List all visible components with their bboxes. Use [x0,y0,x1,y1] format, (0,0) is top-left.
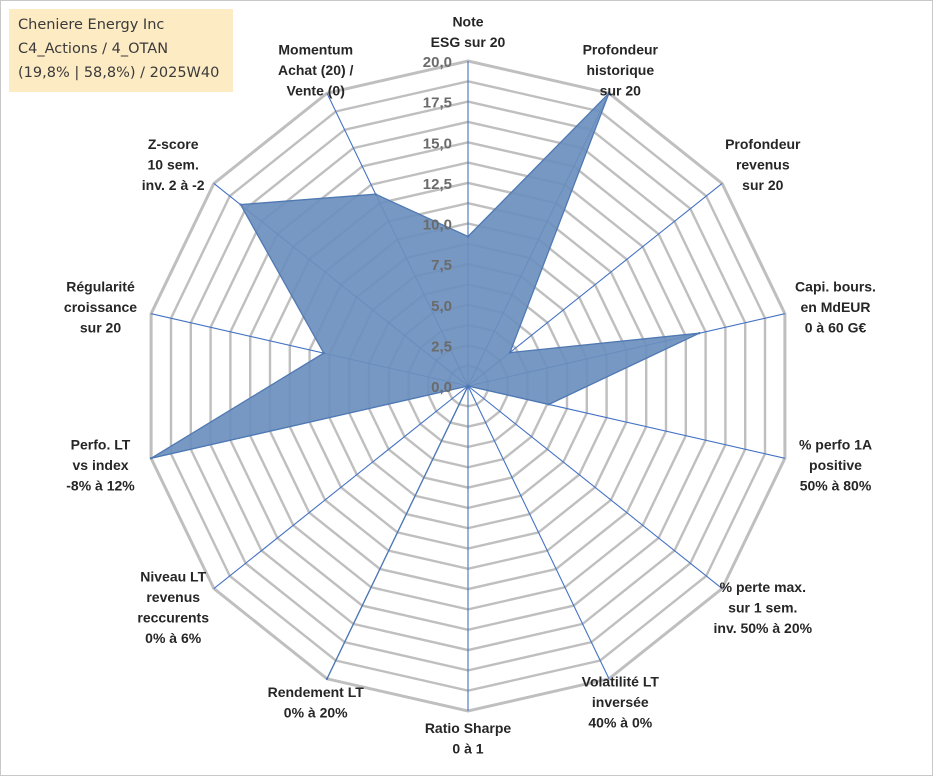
axis-label: % perfo 1A positive 50% à 80% [799,437,872,494]
tick-label: 15,0 [423,135,452,152]
data-point [239,203,242,206]
tick-label: 0,0 [431,379,452,396]
tick-label: 2,5 [431,338,452,355]
data-point [466,235,470,238]
data-point [374,193,377,196]
tick-label: 12,5 [423,176,452,193]
axis-spoke [467,385,723,590]
data-point [508,351,512,354]
company-name: Cheniere Energy Inc [18,17,165,33]
axis-label: Capi. bours. en MdEUR 0 à 60 G€ [795,279,876,336]
tick-label: 5,0 [431,298,452,315]
data-point [607,92,611,95]
axis-label: Momentum Achat (20) / Vente (0) [278,41,354,98]
tick-label: 20,0 [423,54,452,71]
axis-label: Perfo. LT vs index -8% à 12% [66,437,135,494]
tick-label: 10,0 [423,217,452,234]
series-layer [149,92,701,680]
score-summary: (19,8% | 58,8%) / 2025W40 [18,65,220,81]
data-point [325,677,329,680]
data-point [466,384,470,388]
axis-spoke [467,385,610,680]
axis-spoke [213,385,469,590]
tick-label: 17,5 [423,95,452,112]
data-point [149,457,153,460]
axis-label: Régularité croissance sur 20 [64,279,137,336]
label-layer: Note ESG sur 20 Profondeur historique sur 20… [64,14,876,757]
portfolio-category: C4_Actions / 4_OTAN [18,41,169,57]
axis-label: % perte max. sur 1 sem. inv. 50% à 20% [714,579,813,636]
axis-label: Niveau LT revenus reccurents 0% à 6% [137,569,209,647]
title-box: Cheniere Energy Inc C4_Actions / 4_OTAN … [9,9,233,92]
data-point [547,403,550,406]
axis-label: Note ESG sur 20 [431,14,506,51]
data-point [322,351,325,355]
tick-layer: 0,0 2,5 5,0 7,5 10,0 12,5 15,0 17,5 20,0 [423,54,452,396]
axis-label: Ratio Sharpe 0 à 1 [425,720,512,757]
axis-label: Rendement LT 0% à 20% [268,684,365,721]
tick-label: 7,5 [431,257,452,274]
axis-label: Z-score 10 sem. inv. 2 à -2 [142,136,205,193]
axis-label: Volatilité LT inversée 40% à 0% [582,674,660,731]
data-point [698,332,701,335]
axis-label: Profondeur revenus sur 20 [725,136,801,193]
axis-label: Profondeur historique sur 20 [583,41,659,98]
